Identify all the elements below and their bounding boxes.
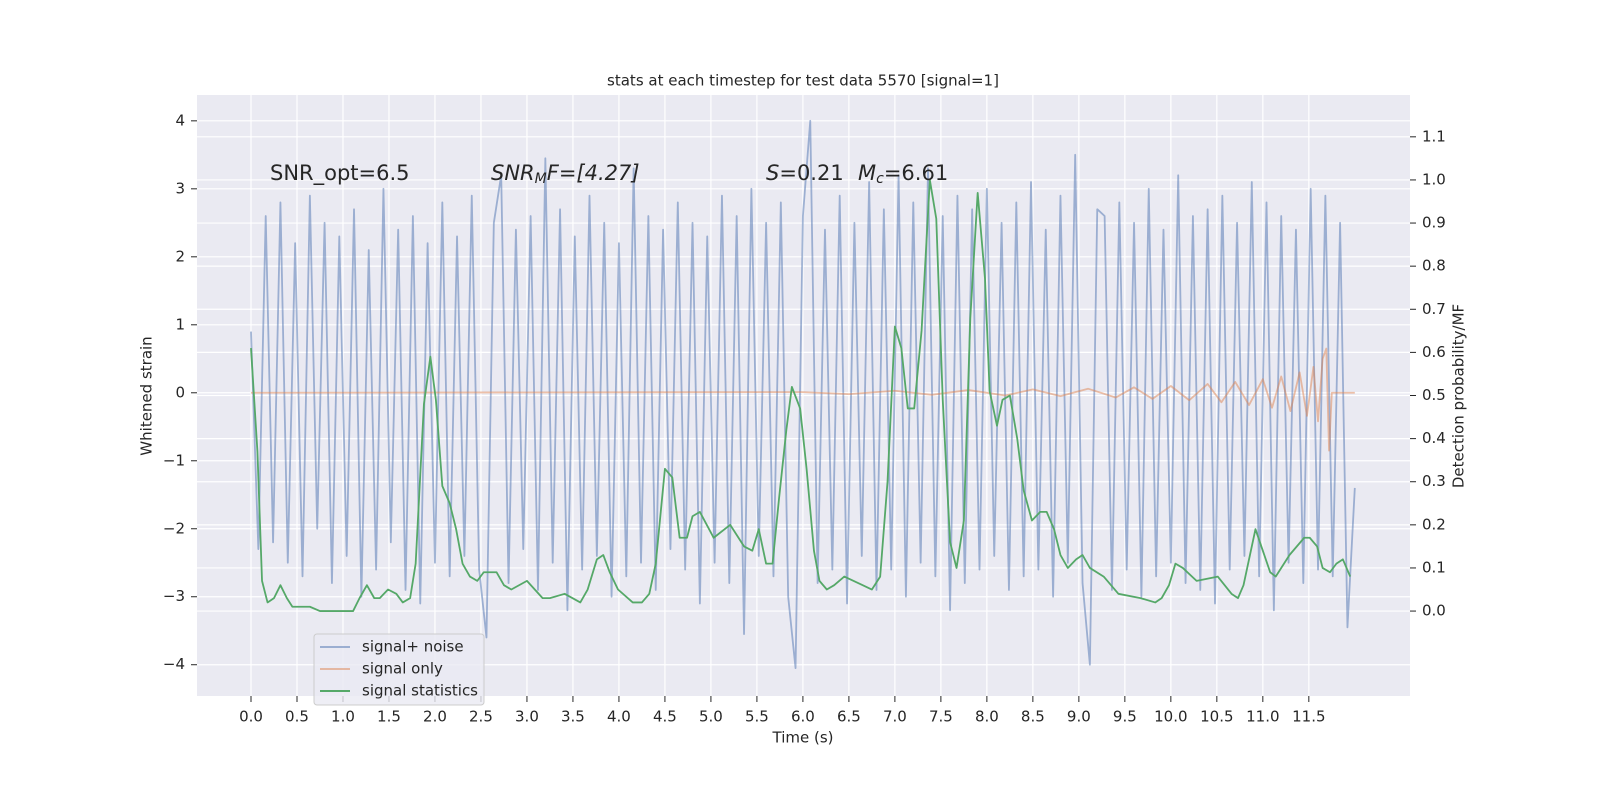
y2-tick-label: 0.6 xyxy=(1422,343,1446,361)
y2-axis-label: Detection probability/MF xyxy=(1450,304,1468,488)
y-tick-label: −3 xyxy=(163,587,185,605)
x-tick-label: 3.5 xyxy=(561,708,585,726)
y2-tick-label: 0.1 xyxy=(1422,558,1446,576)
annotation-text: S xyxy=(766,161,779,185)
marks xyxy=(250,119,1356,670)
x-tick-label: 6.0 xyxy=(791,708,815,726)
x-tick-label: 11.0 xyxy=(1246,708,1279,726)
x-tick-label: 7.0 xyxy=(883,708,907,726)
y2-tick-label: 0.0 xyxy=(1422,602,1446,620)
x-tick-label: 0.5 xyxy=(285,708,309,726)
x-tick-label: 8.5 xyxy=(1021,708,1045,726)
annotation: Mc=6.61 xyxy=(858,161,948,187)
annotation-text: =6.61 xyxy=(884,161,948,185)
x-tick-label: 8.0 xyxy=(975,708,999,726)
annotation: SNRMF=[4.27] xyxy=(491,161,640,187)
y2-tick-label: 1.1 xyxy=(1422,127,1446,145)
y2-tick-label: 0.9 xyxy=(1422,214,1446,232)
x-tick-label: 11.5 xyxy=(1292,708,1325,726)
x-tick-label: 7.5 xyxy=(929,708,953,726)
series-line xyxy=(250,119,1356,670)
annotation: SNR_opt=6.5 xyxy=(270,161,410,186)
annotation-text: c xyxy=(876,171,884,187)
x-tick-label: 6.5 xyxy=(837,708,861,726)
x-tick-label: 5.0 xyxy=(699,708,723,726)
legend-label: signal statistics xyxy=(362,682,478,700)
axes: 0.0 0.5 1.0 1.5 2.0 2.5 3.0 3.5 4.0 4.5 5.0 5.5 6.0 6… xyxy=(163,111,1446,725)
series-line xyxy=(250,179,1352,612)
y-tick-label: −1 xyxy=(163,451,185,469)
x-tick-label: 1.0 xyxy=(331,708,355,726)
x-tick-label: 10.5 xyxy=(1200,708,1233,726)
annotation-text: =0.21 xyxy=(779,161,843,185)
chart-title: stats at each timestep for test data 557… xyxy=(607,72,999,90)
legend-box xyxy=(313,633,485,706)
legend-label: signal only xyxy=(362,660,443,678)
x-tick-label: 1.5 xyxy=(377,708,401,726)
annotation: S=0.21 xyxy=(766,161,844,185)
x-tick-label: 0.0 xyxy=(239,708,263,726)
y2-tick-label: 0.8 xyxy=(1422,257,1446,275)
y2-tick-label: 0.4 xyxy=(1422,429,1446,447)
y2-tick-label: 0.5 xyxy=(1422,386,1446,404)
y-tick-label: 0 xyxy=(175,383,185,401)
legend-label: signal+ noise xyxy=(362,638,464,656)
annotation-text: M xyxy=(858,161,876,185)
x-tick-label: 2.0 xyxy=(423,708,447,726)
x-axis-label: Time (s) xyxy=(772,729,834,747)
y2-tick-label: 0.2 xyxy=(1422,515,1446,533)
y-axis-label: Whitened strain xyxy=(138,336,156,455)
y2-tick-label: 0.7 xyxy=(1422,300,1446,318)
x-tick-label: 4.5 xyxy=(653,708,677,726)
annotation-text: SNR_opt=6.5 xyxy=(270,161,410,186)
x-tick-label: 3.0 xyxy=(515,708,539,726)
y-tick-label: −4 xyxy=(163,655,185,673)
legend: signal+ noise signal only signal statistic… xyxy=(313,633,485,706)
annotation-text: M xyxy=(535,171,547,187)
y-tick-label: −2 xyxy=(163,519,185,537)
y-tick-label: 3 xyxy=(175,179,185,197)
y2-tick-label: 1.0 xyxy=(1422,170,1446,188)
x-tick-label: 10.0 xyxy=(1154,708,1187,726)
y-tick-label: 1 xyxy=(175,315,185,333)
x-tick-label: 2.5 xyxy=(469,708,493,726)
y-tick-label: 4 xyxy=(175,111,185,129)
y-tick-label: 2 xyxy=(175,247,185,265)
x-tick-label: 4.0 xyxy=(607,708,631,726)
x-tick-label: 9.0 xyxy=(1067,708,1091,726)
annotation-text: SNR xyxy=(491,161,535,185)
y2-tick-label: 0.3 xyxy=(1422,472,1446,490)
series-line xyxy=(250,347,1355,452)
x-tick-label: 5.5 xyxy=(745,708,769,726)
annotation-text: F=[4.27] xyxy=(547,161,640,185)
x-tick-label: 9.5 xyxy=(1113,708,1137,726)
